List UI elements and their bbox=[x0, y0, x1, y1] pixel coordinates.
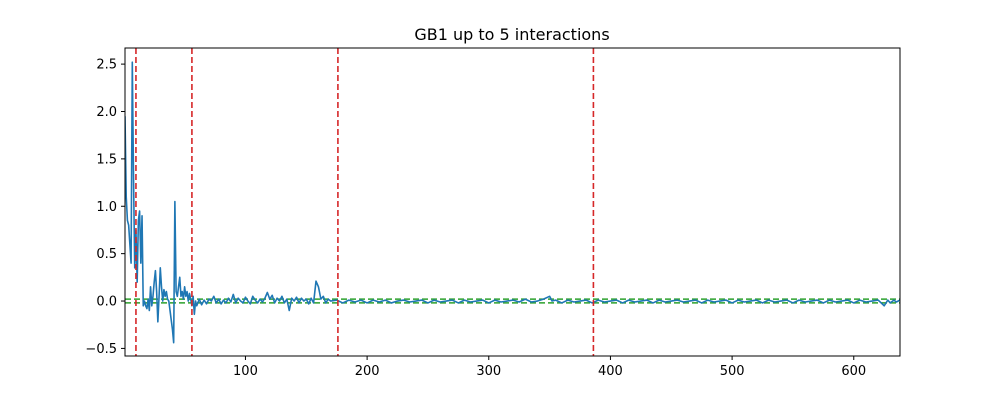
x-tick-label-400: 400 bbox=[598, 364, 623, 379]
y-tick-label-2: 0.5 bbox=[96, 247, 117, 262]
y-tick-label-1: 0.0 bbox=[96, 295, 117, 310]
x-tick-label-500: 500 bbox=[720, 364, 745, 379]
x-tick-label-600: 600 bbox=[841, 364, 866, 379]
y-tick-label-0: −0.5 bbox=[85, 342, 117, 357]
plot-area bbox=[125, 48, 900, 356]
y-tick-label-5: 2.0 bbox=[96, 105, 117, 120]
x-tick-label-300: 300 bbox=[476, 364, 501, 379]
x-tick-label-200: 200 bbox=[355, 364, 380, 379]
y-tick-label-3: 1.0 bbox=[96, 200, 117, 215]
y-tick-label-4: 1.5 bbox=[96, 152, 117, 167]
axes: 100 200 300 400 500 600 −0.5 0.0 0.5 1.0 1.5 2.0 2.5 bbox=[85, 58, 866, 379]
series-line-0 bbox=[125, 61, 900, 344]
chart-title: GB1 up to 5 interactions bbox=[414, 25, 609, 44]
x-tick-label-100: 100 bbox=[233, 364, 258, 379]
y-tick-label-6: 2.5 bbox=[96, 58, 117, 73]
plot-frame bbox=[124, 47, 901, 357]
